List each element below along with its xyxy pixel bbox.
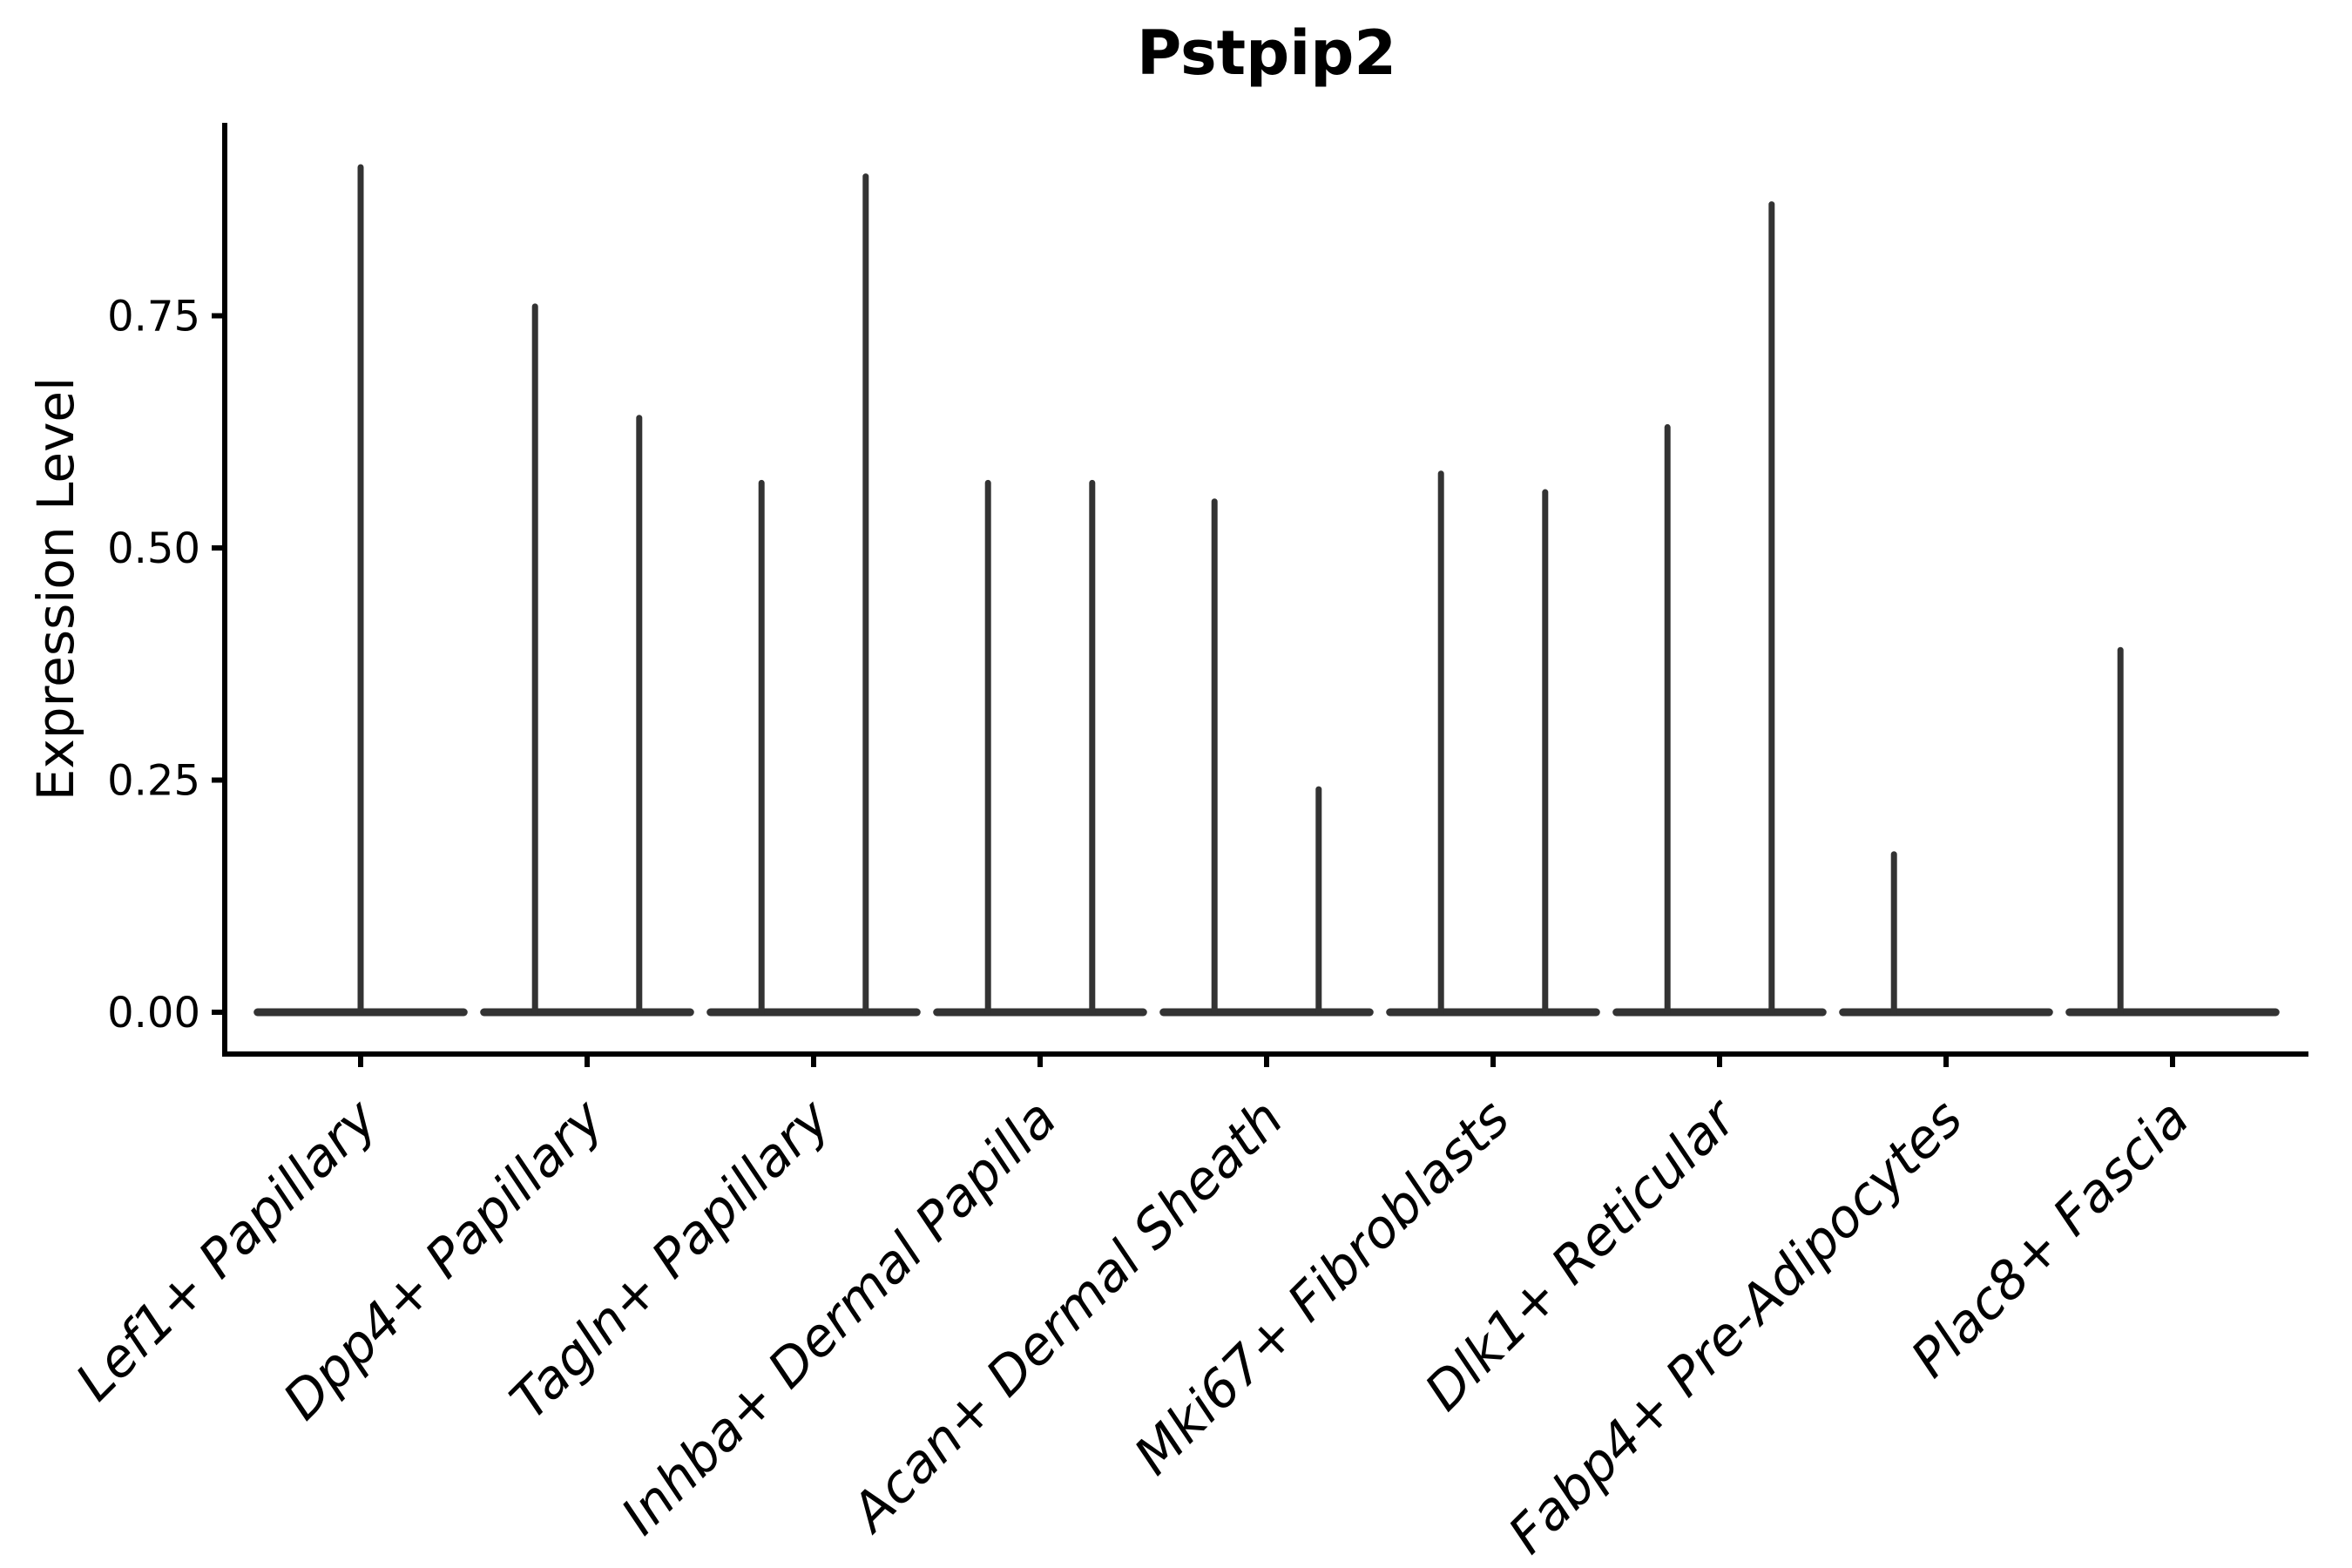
violin <box>933 479 1147 1017</box>
y-tick-label: 0.25 <box>107 757 200 806</box>
x-category-label: Inhba+ Dermal Papilla <box>610 1088 1068 1546</box>
violin <box>706 173 921 1017</box>
violin <box>480 303 694 1017</box>
x-category-label: Fabp4+ Pre-Adipocytes <box>1497 1088 1974 1565</box>
violin <box>1159 498 1374 1017</box>
violin <box>1839 851 2053 1017</box>
y-tick-label: 0.00 <box>107 989 200 1037</box>
violin <box>1386 470 1600 1017</box>
violin <box>253 164 468 1017</box>
chart-title: Pstpip2 <box>1136 17 1397 89</box>
x-category-label: Acan+ Dermal Sheath <box>838 1088 1295 1545</box>
y-tick-label: 0.75 <box>107 293 200 341</box>
x-category-label: Mki67+ Fibroblasts <box>1123 1088 1522 1487</box>
y-tick-label: 0.50 <box>107 524 200 573</box>
violin <box>1612 201 1827 1017</box>
violin <box>2065 646 2280 1017</box>
